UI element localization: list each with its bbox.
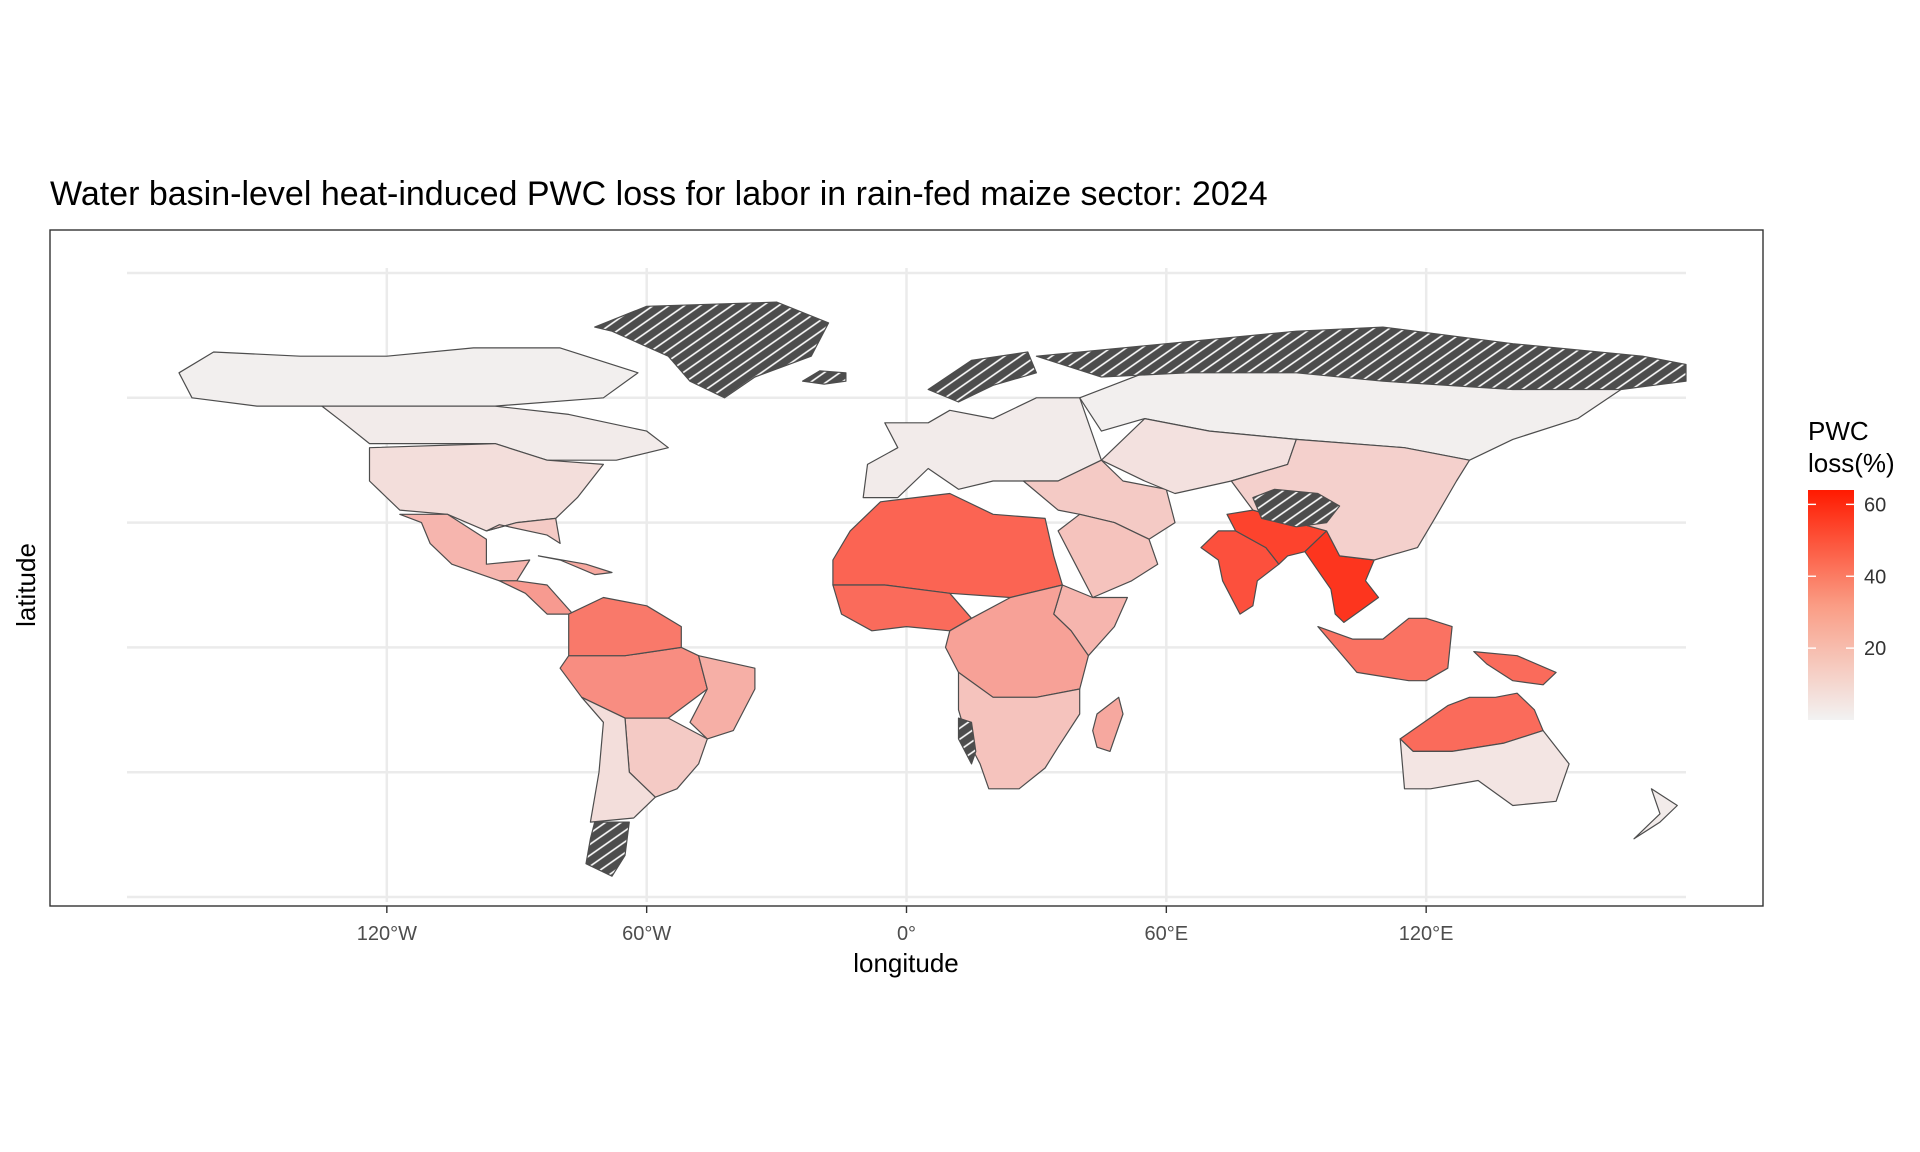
y-axis-label: latitude <box>11 543 41 627</box>
basin-region <box>689 655 756 740</box>
basin-region <box>568 596 682 657</box>
basin-region <box>321 405 669 461</box>
no-data-region <box>957 717 977 765</box>
basin-region <box>1399 729 1570 807</box>
no-data-region <box>594 301 830 399</box>
legend-tick-label: 60 <box>1864 494 1886 516</box>
basin-region <box>1317 617 1453 682</box>
legend-tick-label: 40 <box>1864 566 1886 588</box>
no-data-region <box>585 821 630 877</box>
no-data-region <box>801 370 847 385</box>
legend-title-line2: loss(%) <box>1808 448 1895 478</box>
basin-region <box>1633 788 1678 840</box>
basin-region <box>1057 513 1159 599</box>
basin-region <box>485 517 561 545</box>
basin-region <box>1092 696 1124 753</box>
legend-title-line1: PWC <box>1808 416 1869 446</box>
basin-region <box>1022 459 1176 540</box>
basin-region <box>537 555 613 576</box>
no-data-regions <box>585 301 1687 877</box>
basin-region <box>581 696 656 823</box>
x-tick-label: 60°E <box>1145 923 1189 945</box>
chart-title: Water basin-level heat-induced PWC loss … <box>50 175 1268 213</box>
x-axis-ticks: 120°W 60°W 0° 60°E 120°E <box>357 906 1454 945</box>
legend-colorbar <box>1808 490 1854 720</box>
basin-region <box>178 347 639 407</box>
basin-region <box>1473 650 1557 686</box>
x-tick-label: 60°W <box>622 923 671 945</box>
basin-region <box>1200 530 1280 615</box>
legend: PWC loss(%) 20 40 60 <box>1808 416 1895 720</box>
no-data-region <box>1035 326 1687 391</box>
x-tick-label: 0° <box>897 923 916 945</box>
legend-ticks: 20 40 60 <box>1808 494 1886 660</box>
x-axis-label: longitude <box>853 948 959 978</box>
no-data-region <box>1252 488 1341 528</box>
x-tick-label: 120°E <box>1399 923 1454 945</box>
no-data-region <box>927 351 1038 403</box>
x-tick-label: 120°W <box>357 923 417 945</box>
legend-tick-label: 20 <box>1864 638 1886 660</box>
